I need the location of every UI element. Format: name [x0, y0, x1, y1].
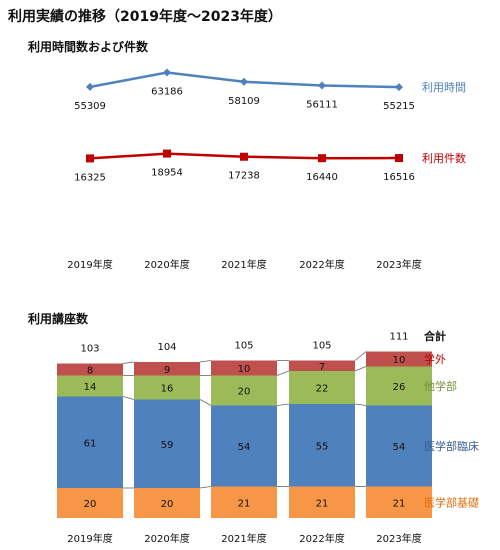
data-label: 56111 [306, 99, 338, 110]
x-tick-label: 2022年度 [299, 258, 344, 271]
data-point [240, 77, 248, 86]
data-point [395, 154, 403, 163]
segment-label: 54 [393, 442, 406, 453]
bar-segment [366, 405, 432, 487]
bar-segment [57, 396, 123, 488]
segment-label: 10 [238, 364, 251, 375]
segment-label: 55 [316, 441, 329, 452]
series-connector [276, 403, 290, 406]
bar-segment [57, 375, 123, 397]
segment-label: 54 [238, 442, 251, 453]
bar-segment [134, 375, 200, 400]
data-point [318, 81, 326, 90]
x-tick-label: 2020年度 [144, 258, 189, 271]
x-tick-label: 2021年度 [221, 258, 266, 271]
series-connector [354, 366, 367, 372]
data-label: 17238 [228, 171, 260, 182]
series-connector [354, 403, 367, 406]
data-label: 58109 [228, 96, 260, 107]
series-connector [199, 399, 212, 406]
bar-segment [289, 486, 355, 518]
bar-segment [134, 488, 200, 518]
bar-segment [366, 351, 432, 367]
data-label: 63186 [151, 86, 183, 97]
total-label: 105 [234, 341, 253, 352]
legend-entry: 利用件数 [422, 152, 466, 165]
legend-entry-total: 合計 [424, 329, 446, 343]
total-label: 111 [389, 332, 408, 343]
bar-segment [57, 488, 123, 518]
data-label: 18954 [151, 168, 183, 179]
data-point [86, 82, 94, 91]
x-tick-label: 2020年度 [144, 532, 189, 545]
data-point [395, 83, 403, 92]
data-label: 16516 [383, 172, 415, 183]
bar-segment [211, 360, 277, 376]
segment-label: 9 [164, 365, 170, 376]
bar-segment [211, 405, 277, 487]
bar-segment [289, 360, 355, 371]
segment-label: 22 [316, 384, 329, 395]
bar-segment [57, 363, 123, 376]
x-tick-label: 2019年度 [67, 258, 112, 271]
series-connector [276, 370, 290, 376]
series-connector [122, 396, 135, 400]
bar-segment [289, 371, 355, 404]
segment-label: 10 [393, 355, 406, 366]
total-label: 103 [80, 344, 99, 355]
segment-label: 20 [161, 499, 174, 510]
data-point [240, 152, 248, 161]
bar-segment [366, 366, 432, 406]
data-point [318, 154, 326, 163]
segment-label: 21 [238, 498, 251, 509]
bar-segment [211, 375, 277, 406]
legend-entry: 利用時間 [422, 81, 466, 94]
legend-entry: 医学部基礎 [424, 495, 479, 509]
segment-label: 20 [238, 387, 251, 398]
legend-entry: 医学部臨床 [424, 439, 479, 453]
legend-entry: 学外 [424, 352, 446, 366]
data-point [163, 68, 171, 77]
total-label: 105 [312, 341, 331, 352]
bar-segment [366, 486, 432, 518]
x-tick-label: 2023年度 [376, 532, 421, 545]
x-tick-label: 2023年度 [376, 258, 421, 271]
bar-segment [134, 399, 200, 488]
series-connector [122, 361, 135, 364]
segment-label: 14 [84, 382, 97, 393]
segment-label: 7 [319, 362, 325, 373]
segment-label: 21 [393, 498, 406, 509]
bar-segment [211, 486, 277, 518]
segment-label: 8 [87, 366, 93, 377]
bar-segment [134, 362, 200, 376]
segment-label: 59 [161, 440, 174, 451]
series-connector [199, 360, 212, 363]
x-tick-label: 2021年度 [221, 532, 266, 545]
data-label: 16440 [306, 172, 338, 183]
data-point [163, 149, 171, 158]
segment-label: 21 [316, 498, 329, 509]
data-label: 55215 [383, 101, 415, 112]
line-chart-title: 利用時間数および件数 [28, 39, 149, 54]
segment-label: 16 [161, 384, 174, 395]
x-tick-label: 2022年度 [299, 532, 344, 545]
segment-label: 61 [84, 438, 97, 449]
data-label: 16325 [74, 172, 106, 183]
data-label: 55309 [74, 101, 106, 112]
x-tick-label: 2019年度 [67, 532, 112, 545]
data-point [86, 154, 94, 163]
bar-chart-title: 利用講座数 [28, 311, 89, 326]
series-connector [354, 351, 367, 361]
page-title: 利用実績の推移（2019年度～2023年度） [8, 9, 282, 25]
legend-entry: 他学部 [424, 379, 457, 393]
segment-label: 20 [84, 499, 97, 510]
line-chart: 利用時間数および件数 55309 63186 58109 56111 55215 1632… [28, 39, 466, 271]
bar-segment [289, 404, 355, 487]
series-connector [199, 486, 212, 489]
segment-label: 26 [393, 382, 406, 393]
total-label: 104 [157, 342, 176, 353]
